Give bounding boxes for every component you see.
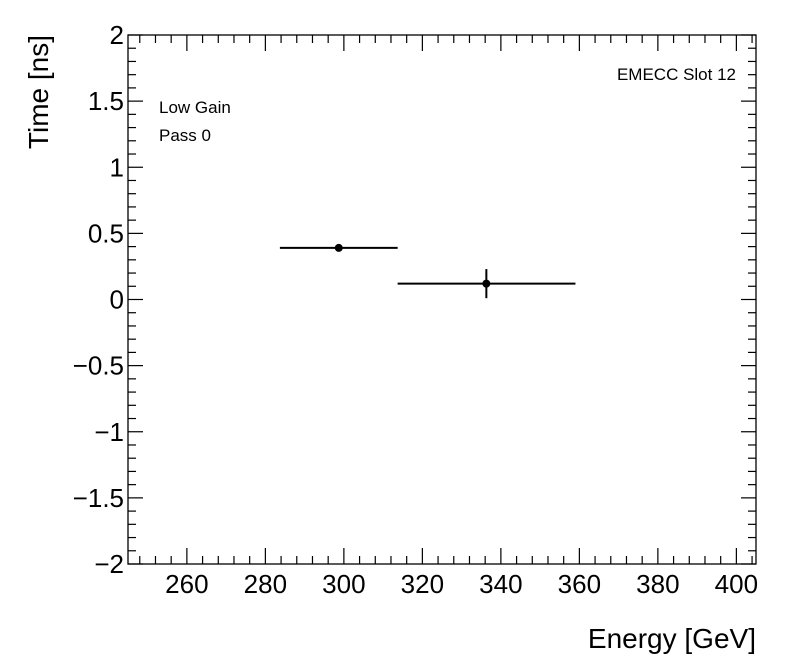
data-point-group xyxy=(279,243,398,252)
y-axis-label: Time [ns] xyxy=(23,35,54,149)
y-tick-label: −0.5 xyxy=(73,351,124,381)
data-point xyxy=(334,243,343,252)
y-tick-label: 0.5 xyxy=(88,218,124,248)
slot-annotation: EMECC Slot 12 xyxy=(617,65,736,84)
x-tick-label: 340 xyxy=(479,569,522,599)
x-axis-label: Energy [GeV] xyxy=(588,623,756,654)
y-tick-label: 1.5 xyxy=(88,86,124,116)
y-tick-label: 1 xyxy=(110,152,124,182)
data-point-group xyxy=(397,269,576,299)
x-tick-label: 300 xyxy=(322,569,365,599)
x-tick-label: 260 xyxy=(165,569,208,599)
x-tick-label: 280 xyxy=(244,569,287,599)
y-tick-label: −1.5 xyxy=(73,483,124,513)
y-tick-label: −2 xyxy=(94,549,124,579)
gain-annotation: Low Gain xyxy=(159,98,231,117)
data-points xyxy=(279,243,576,299)
y-tick-labels: −2 −1.5 −1 −0.5 0 0.5 1 1.5 2 xyxy=(73,20,124,579)
y-tick-label: −1 xyxy=(94,417,124,447)
axis-ticks xyxy=(128,34,756,565)
data-point xyxy=(482,279,491,288)
y-tick-label: 0 xyxy=(110,285,124,315)
pass-annotation: Pass 0 xyxy=(159,126,211,145)
x-tick-label: 380 xyxy=(636,569,679,599)
y-tick-label: 2 xyxy=(110,20,124,50)
x-tick-label: 400 xyxy=(715,569,758,599)
x-tick-label: 360 xyxy=(558,569,601,599)
x-tick-labels: 260 280 300 320 340 360 380 400 xyxy=(165,569,758,599)
x-tick-label: 320 xyxy=(401,569,444,599)
